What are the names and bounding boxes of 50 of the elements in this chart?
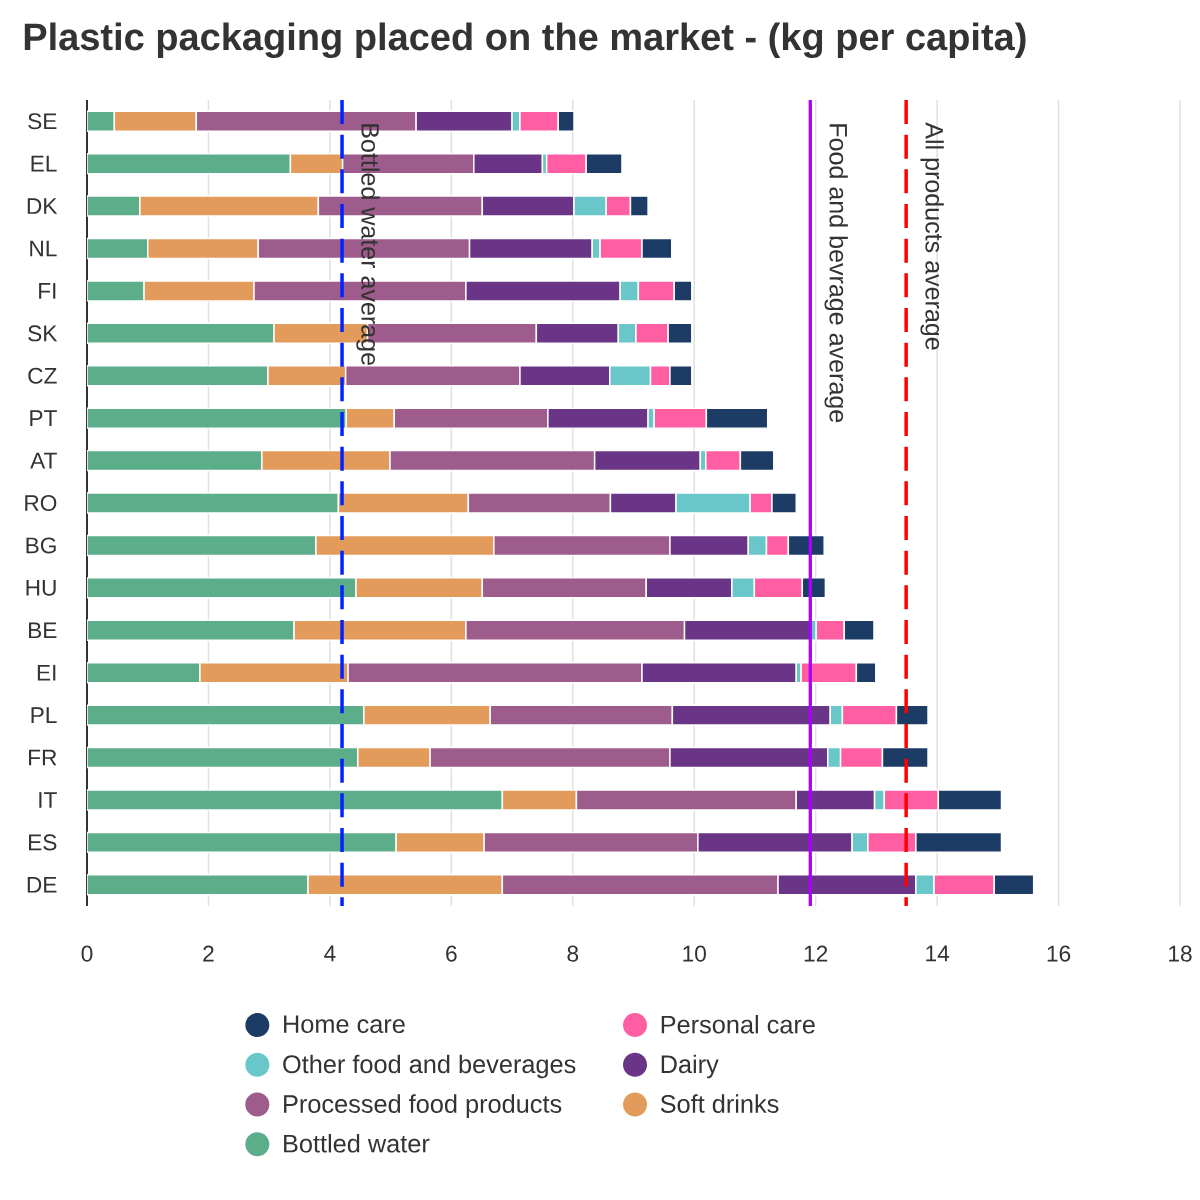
x-tick-label: 14 [926, 945, 950, 962]
x-tick-label: 18 [1169, 945, 1192, 962]
y-tick-label: PT [30, 410, 57, 426]
y-tick-label: RO [25, 494, 57, 512]
legend-label: Personal care [661, 1014, 815, 1034]
legend-label: Soft drinks [660, 1094, 779, 1113]
bar [87, 322, 275, 345]
y-tick-label: SE [28, 113, 57, 130]
legend-label: Dairy [661, 1054, 719, 1079]
x-tick-label: 16 [1047, 945, 1071, 962]
y-tick-label: BG [26, 537, 56, 554]
bar [87, 619, 295, 641]
bar [87, 534, 317, 557]
y-tick-label: IT [39, 792, 57, 808]
x-tick-label: 0 [81, 945, 93, 962]
bar [87, 746, 359, 769]
y-tick-label: PL [31, 707, 57, 723]
y-tick-label: NL [30, 240, 57, 257]
x-tick-label: 12 [804, 945, 828, 962]
bar [87, 492, 340, 514]
y-tick-label: BE [29, 622, 57, 639]
y-tick-label: FI [39, 283, 56, 299]
y-tick-label: SK [28, 325, 58, 342]
legend-label: Bottled water [284, 1134, 430, 1153]
x-tick-label: 10 [683, 945, 706, 962]
legend-label: Processed food products [284, 1094, 562, 1118]
y-tick-label: FR [29, 749, 57, 766]
y-tick-label: EL [31, 155, 57, 172]
y-tick-label: DE [27, 877, 57, 893]
legend-label: Home care [284, 1015, 405, 1034]
legend-label: Other food and beverages [283, 1054, 576, 1079]
bar [87, 152, 292, 175]
bar [87, 831, 397, 854]
x-tick-label: 6 [446, 945, 457, 962]
y-tick-label: DK [27, 198, 58, 214]
x-tick-label: 2 [203, 945, 214, 962]
y-tick-label: CZ [28, 367, 57, 384]
y-tick-label: EI [37, 664, 56, 681]
ref-line-label: Food and bevrage average [824, 124, 848, 423]
y-tick-label: ES [29, 834, 57, 851]
x-tick-label: 8 [567, 945, 579, 962]
bar [87, 661, 201, 684]
ref-line-label: All products average [920, 122, 944, 350]
bar [87, 237, 149, 260]
x-tick-label: 4 [324, 945, 336, 962]
ref-line-label: Bottled water average [356, 124, 380, 365]
chart-title: Plastic packaging placed on the market - (kg per capita) [24, 22, 1026, 59]
bar [87, 449, 263, 472]
y-tick-label: AT [30, 452, 57, 469]
y-tick-label: HU [26, 579, 56, 596]
